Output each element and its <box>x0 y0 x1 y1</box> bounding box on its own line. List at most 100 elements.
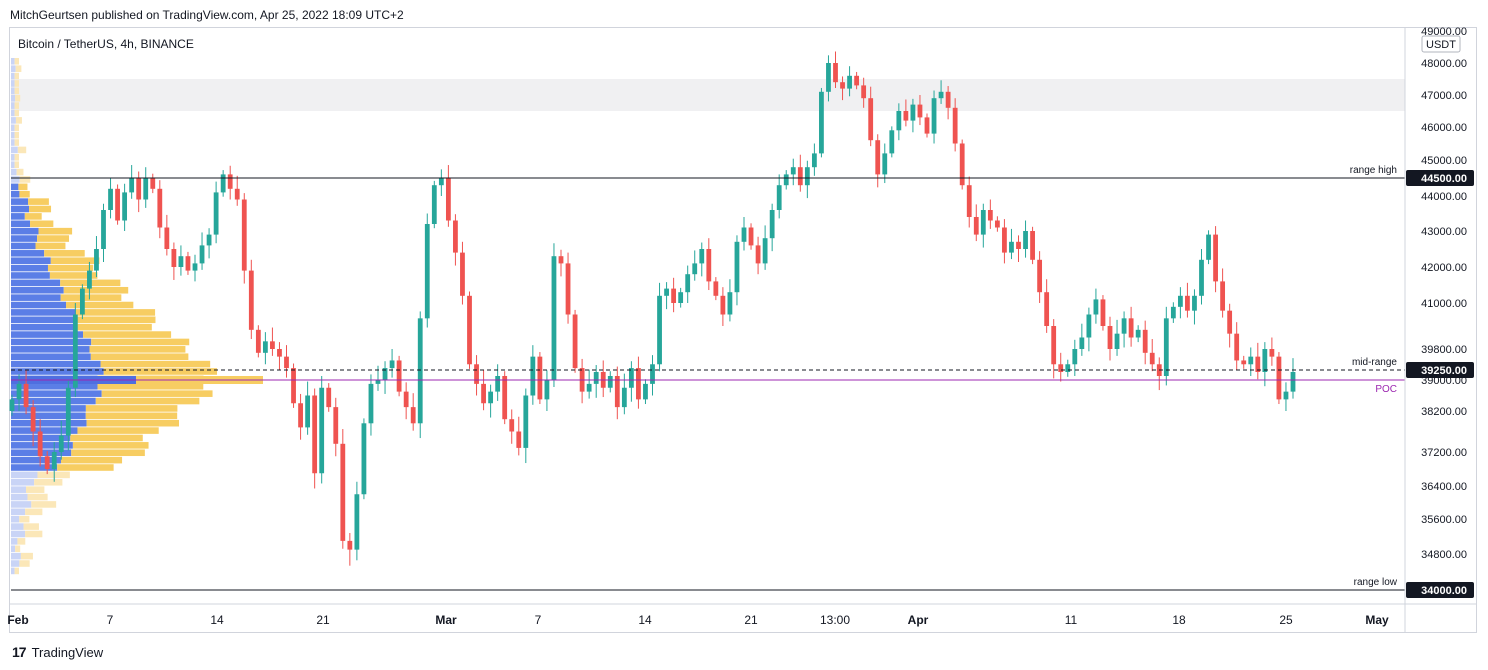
candle-body <box>854 75 860 86</box>
range-low-label: range low <box>1354 577 1398 588</box>
candle-body <box>1276 356 1282 400</box>
volume-bar-sell <box>25 530 43 538</box>
candle-body <box>973 217 979 235</box>
volume-bar-buy <box>11 94 16 102</box>
candle-body <box>58 435 64 452</box>
candle-body <box>917 104 923 118</box>
volume-bar-sell <box>91 338 190 346</box>
volume-bar-buy <box>11 390 102 397</box>
candle-body <box>495 376 501 392</box>
candle-body <box>241 199 247 271</box>
volume-bar-buy <box>11 360 101 368</box>
candle-body <box>1079 337 1085 349</box>
volume-bar-sell <box>83 331 172 338</box>
candle-body <box>1128 318 1134 338</box>
volume-bar-sell <box>76 316 156 324</box>
candle-body <box>720 295 726 315</box>
volume-bar-sell <box>77 427 159 434</box>
candle-body <box>460 252 465 296</box>
volume-bar-buy <box>11 353 91 361</box>
candle-body <box>713 281 719 296</box>
candle-body <box>628 368 634 388</box>
candle-body <box>431 185 437 224</box>
candle-body <box>1149 352 1155 365</box>
price-axis: 49000.00 48000.00 47000.00 46000.00 45000.00… <box>1404 26 1474 632</box>
candle-body <box>910 104 916 121</box>
candle-body <box>509 419 515 432</box>
candle-body <box>481 383 486 404</box>
candle-body <box>1023 231 1028 249</box>
time-tick-label: 25 <box>1279 613 1293 627</box>
time-tick-label: 11 <box>1065 613 1078 627</box>
candle-body <box>44 456 50 469</box>
volume-bar-buy <box>11 486 27 493</box>
candle-body <box>1220 281 1226 311</box>
candle-body <box>1065 364 1071 372</box>
volume-bar-sell <box>26 486 45 493</box>
candle-body <box>94 249 99 271</box>
volume-bar-sell <box>15 117 22 124</box>
candle-body <box>16 383 22 400</box>
resistance-zone-layer <box>11 79 1405 111</box>
candle-body <box>819 91 824 154</box>
candle-body <box>572 314 578 369</box>
volume-bar-buy <box>11 508 26 516</box>
candle-body <box>361 423 367 495</box>
volume-bar-sell <box>17 146 27 154</box>
candle-body <box>875 140 881 175</box>
candle-body <box>157 188 163 228</box>
volume-bar-buy <box>11 538 18 545</box>
candle-body <box>51 452 57 469</box>
volume-bar-sell <box>89 346 186 353</box>
volume-bar-sell <box>14 80 19 87</box>
volume-bar-sell <box>28 198 49 205</box>
price-tick-label: 43000.00 <box>1421 226 1467 238</box>
volume-bar-buy <box>11 139 15 146</box>
candle-body <box>980 210 986 235</box>
candle-body <box>192 263 198 271</box>
candle-body <box>115 188 120 221</box>
volume-bar-buy <box>11 80 15 87</box>
volume-bar-sell <box>47 264 94 272</box>
candle-body <box>530 356 536 396</box>
candle-body <box>833 63 838 83</box>
candle-body <box>1037 259 1043 293</box>
volume-bar-sell <box>90 353 189 361</box>
candle-body <box>840 82 845 89</box>
candle-body <box>143 178 149 200</box>
volume-bar-sell <box>14 109 19 117</box>
volume-bar-buy <box>11 190 20 198</box>
volume-bar-buy <box>11 161 15 168</box>
volume-bar-buy <box>11 397 96 405</box>
candle-body <box>699 249 705 264</box>
volume-bar-sell <box>85 412 178 420</box>
candle-body <box>410 407 416 424</box>
level-price-tag <box>1406 582 1474 598</box>
candle-body <box>1177 295 1183 307</box>
candle-body <box>340 443 346 541</box>
candle-body <box>903 111 909 121</box>
candle-body <box>453 220 458 253</box>
candle-body <box>727 292 733 315</box>
volume-bar-sell <box>101 390 213 397</box>
volume-bar-buy <box>11 168 17 176</box>
price-tick-label: 36400.00 <box>1421 481 1467 493</box>
volume-bar-sell <box>18 183 28 191</box>
level-price-text: 44500.00 <box>1421 173 1467 185</box>
candle-body <box>565 263 571 315</box>
brand-name: TradingView <box>31 644 104 660</box>
candle-body <box>1241 360 1247 365</box>
candle-body <box>347 540 353 550</box>
poc-label: POC <box>1375 384 1397 395</box>
volume-bar-sell <box>50 257 100 264</box>
volume-bar-sell <box>35 242 66 250</box>
candle-body <box>516 431 522 448</box>
candle-body <box>931 98 937 134</box>
candle-body <box>1234 333 1240 361</box>
footer: 17 TradingView <box>12 644 103 660</box>
volume-bar-sell <box>19 190 30 198</box>
candle-body <box>1262 349 1268 372</box>
volume-bar-buy <box>11 346 90 353</box>
candle-body <box>1093 299 1099 315</box>
